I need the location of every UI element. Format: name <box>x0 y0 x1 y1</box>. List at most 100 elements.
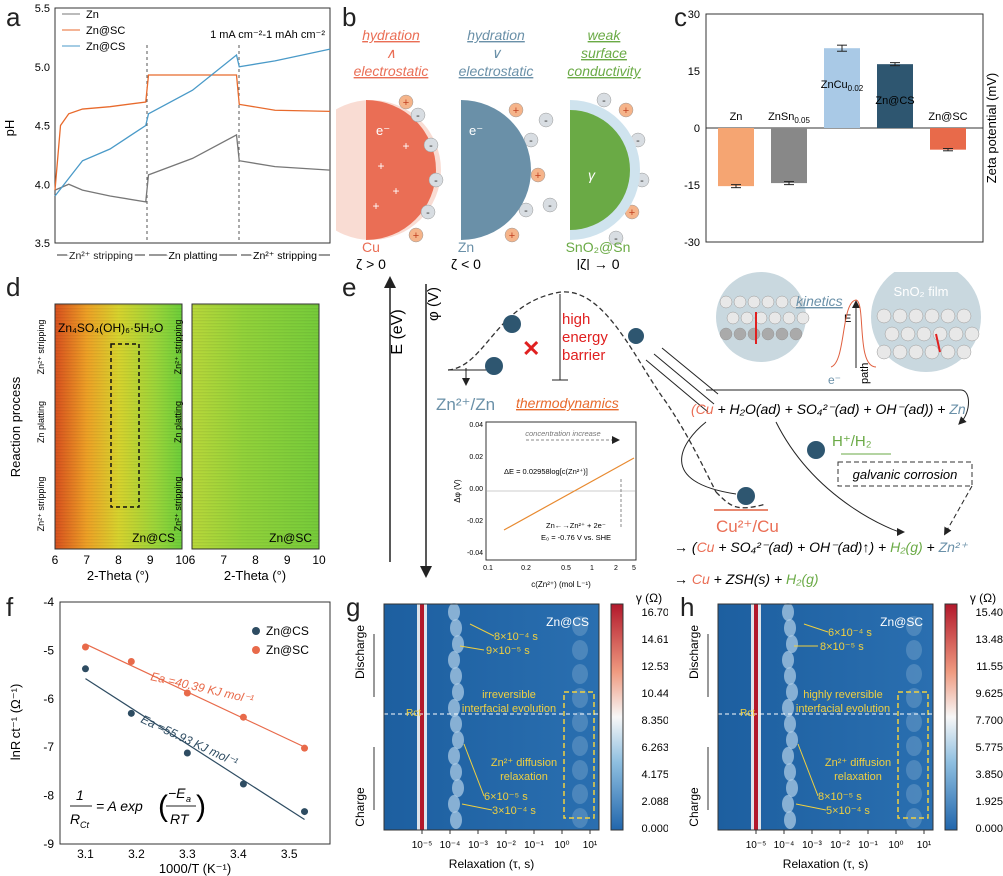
ann-3: irreversible <box>482 689 536 701</box>
cu-top-2: ∧ <box>386 45 396 61</box>
ev-axis: E (eV) <box>389 309 406 354</box>
svg-text:): ) <box>196 790 206 823</box>
x-tick: 3.4 <box>230 847 247 861</box>
inset-ylabel: Δφ (V) <box>453 479 462 503</box>
panel-h: h Zn@SC 6×10⁻⁴ s 8×10⁻⁵ s highly reversible… <box>670 592 1003 876</box>
map-title: Zn@CS <box>546 615 589 629</box>
phase-label: Zn₄SO₄(OH)₆·5H₂O <box>58 321 163 335</box>
kinetics-label: kinetics <box>796 293 843 309</box>
y-tick: 0 <box>694 123 700 135</box>
rate-equation: 1 R Ct = A exp −E a RT ( ) <box>70 785 206 830</box>
anion <box>596 92 612 108</box>
zn-couple: Zn²⁺/Zn <box>436 395 495 414</box>
zeta-schematic: hydration ∧ electrostatic hydration ∨ el… <box>336 27 650 270</box>
inset-y-tick: -0.02 <box>467 518 483 525</box>
e-electron: e⁻ <box>828 373 841 387</box>
x-tick: 7 <box>220 553 227 567</box>
colorbar-title: γ (Ω) <box>636 592 662 605</box>
colorbar-tick: 4.175 <box>641 769 668 781</box>
series-Zn <box>54 133 331 203</box>
ann-1: 6×10⁻⁴ s <box>828 627 872 639</box>
point-Zn@CS <box>183 749 191 757</box>
sn-top-1: weak <box>588 27 622 43</box>
path-axis: path <box>859 363 871 384</box>
panel-d: d Zn₄SO₄(OH)₆·5H₂O Zn@CS Zn@SC Reaction <box>0 272 335 590</box>
point-Zn@CS <box>239 780 247 788</box>
point-Zn@SC <box>239 713 247 721</box>
segment-1: Zn²⁺ stripping <box>69 250 133 262</box>
bar-Zn@CS <box>877 64 913 128</box>
sn-top-3: conductivity <box>567 63 641 79</box>
svg-text:(: ( <box>158 790 168 823</box>
diffusion-box <box>563 691 595 819</box>
anion <box>423 137 439 153</box>
y-tick: 3.5 <box>35 238 50 250</box>
panel-e: e E (eV) φ (V) ✕ high energy barrier Zn²… <box>336 272 1003 590</box>
svg-text:-: - <box>426 207 430 219</box>
xrd-heatmaps: Zn₄SO₄(OH)₆·5H₂O Zn@CS Zn@SC Reaction pr… <box>8 303 326 583</box>
svg-text:-: - <box>434 175 438 187</box>
anion <box>420 204 436 220</box>
point-Zn@CS <box>301 808 309 816</box>
rct-band <box>420 604 424 830</box>
ann-2: 8×10⁻⁵ s <box>820 641 864 653</box>
x-tick: 10¹ <box>917 840 932 851</box>
panel-label: e <box>342 272 357 302</box>
panel-label: c <box>674 2 687 32</box>
svg-text:+: + <box>535 170 541 182</box>
cu-top-3: electrostatic <box>354 63 429 79</box>
inset-y-tick: 0.00 <box>469 486 483 493</box>
charge-label: Charge <box>353 787 367 827</box>
colorbar-tick: 0.000 <box>641 823 668 835</box>
svg-text:RT: RT <box>170 811 190 827</box>
inset-x-tick: 2 <box>614 565 618 572</box>
y-tick: 30 <box>688 9 700 21</box>
colorbar-tick: 14.61 <box>641 634 668 646</box>
inset-x-tick: 0.2 <box>521 565 531 572</box>
sc-label: Zn@SC <box>269 531 312 545</box>
svg-text:-: - <box>636 135 640 147</box>
cation <box>618 102 634 118</box>
x-tick: 7 <box>83 553 90 567</box>
svg-text:R: R <box>70 811 80 827</box>
y-tick: -4 <box>43 595 54 609</box>
sn-top-2: surface <box>581 45 627 61</box>
colorbar-tick: 0.000 <box>975 823 1003 835</box>
current-note: 1 mA cm⁻²-1 mAh cm⁻² <box>210 29 325 41</box>
svg-text:-: - <box>544 115 548 127</box>
panel-g: g Zn@CS 8×10⁻⁴ s 9×10⁻⁵ s irreversible inter… <box>336 592 668 876</box>
cu-name: Cu <box>362 239 380 255</box>
y-tick: -9 <box>43 837 54 851</box>
inset-y-tick: 0.04 <box>469 422 483 429</box>
svg-text:γ: γ <box>588 167 596 183</box>
h-couple: H⁺/H₂ <box>832 433 872 450</box>
y-axis-label: Reaction process <box>8 376 23 477</box>
x-tick: 3.2 <box>128 847 145 861</box>
zn-zeta: ζ < 0 <box>451 256 481 270</box>
y-tick: -15 <box>684 180 700 192</box>
ann-1: 8×10⁻⁴ s <box>494 631 538 643</box>
sn-zeta: |ζ| → 0 <box>576 256 619 270</box>
zn-top-3: electrostatic <box>459 63 534 79</box>
cu-top-1: hydration <box>362 27 420 43</box>
zn-top-2: ∨ <box>491 45 502 61</box>
x-tick: 10⁻² <box>496 840 516 851</box>
x-tick: 3.3 <box>179 847 196 861</box>
cation <box>530 167 546 183</box>
series-Zn@SC <box>54 74 331 191</box>
inset-x-tick: 0.1 <box>483 565 493 572</box>
bar-label: ZnCu0.02 <box>821 79 864 93</box>
svg-text:-: - <box>614 233 618 245</box>
x-tick: 10⁻³ <box>468 840 488 851</box>
anion <box>428 172 444 188</box>
x-tick: 9 <box>284 553 291 567</box>
rct-label: Rct <box>740 708 755 719</box>
panel-a: a pH 3.5 4.0 4.5 5.0 5.5 Zn Zn@SC Zn@CS 1 mA… <box>0 0 335 270</box>
svg-text:+: + <box>402 139 409 153</box>
colorbar-title: γ (Ω) <box>970 592 996 605</box>
ann-3: highly reversible <box>803 689 882 701</box>
y-tick: 5.0 <box>35 62 50 74</box>
cs-label: Zn@CS <box>132 531 175 545</box>
svg-text:+: + <box>623 105 629 117</box>
barrier-1: high <box>562 311 590 328</box>
